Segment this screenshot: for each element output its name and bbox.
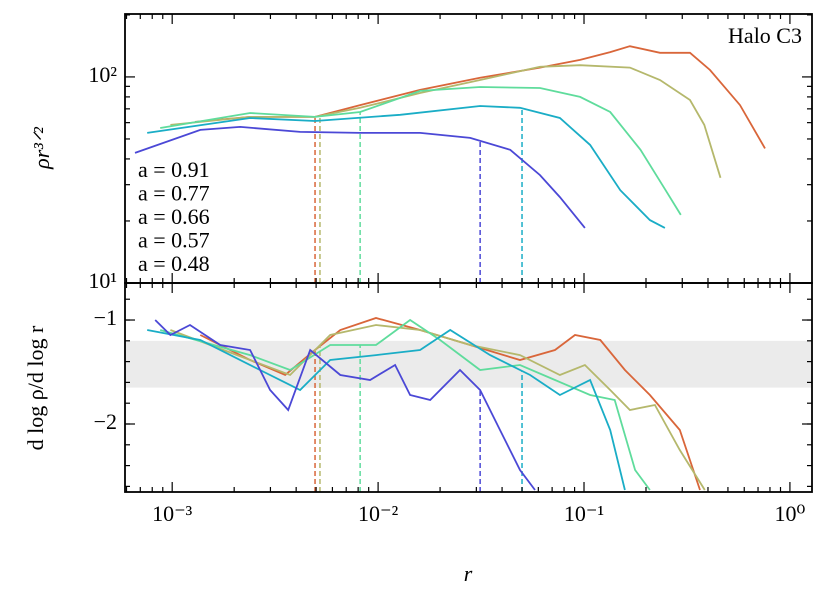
legend-label: a = 0.66 (138, 204, 210, 229)
line (147, 105, 666, 229)
y-tick-label: 10² (88, 62, 117, 87)
legend-label: a = 0.48 (138, 251, 210, 276)
line (160, 86, 682, 216)
panel: 10¹ 10² a = 0.91a = 0.77a = 0.66a = 0.57a … (88, 13, 813, 293)
plot-area (134, 45, 766, 283)
y-tick-label: −2 (94, 409, 117, 434)
x-axis-label: r (464, 561, 473, 586)
line (170, 64, 722, 179)
axes-frame (124, 282, 813, 493)
x-tick-label: 10⁻³ (152, 501, 193, 526)
line (159, 318, 651, 491)
y-tick-label: 10¹ (88, 268, 117, 293)
y-tick-label: −1 (94, 305, 117, 330)
y-axis-label: ρr³ᐟ² (29, 127, 54, 170)
line (147, 328, 626, 491)
panel: −1 −2 10⁻³ 10⁻² 10⁻¹ 10⁰ (94, 282, 813, 526)
legend-label: a = 0.57 (138, 228, 210, 253)
legend-label: a = 0.77 (138, 181, 210, 206)
y-axis-label: d log ρ/d log r (23, 325, 48, 450)
axes-frame (124, 13, 813, 284)
line (154, 319, 536, 491)
x-tick-label: 10⁰ (775, 501, 806, 526)
plot-area (147, 317, 706, 492)
x-tick-label: 10⁻¹ (564, 501, 604, 526)
band (125, 340, 812, 388)
x-tick-label: 10⁻² (358, 501, 399, 526)
legend-label: a = 0.91 (138, 157, 210, 182)
annotation: Halo C3 (728, 23, 802, 48)
line (199, 317, 701, 491)
line (194, 45, 766, 149)
line (134, 125, 586, 229)
